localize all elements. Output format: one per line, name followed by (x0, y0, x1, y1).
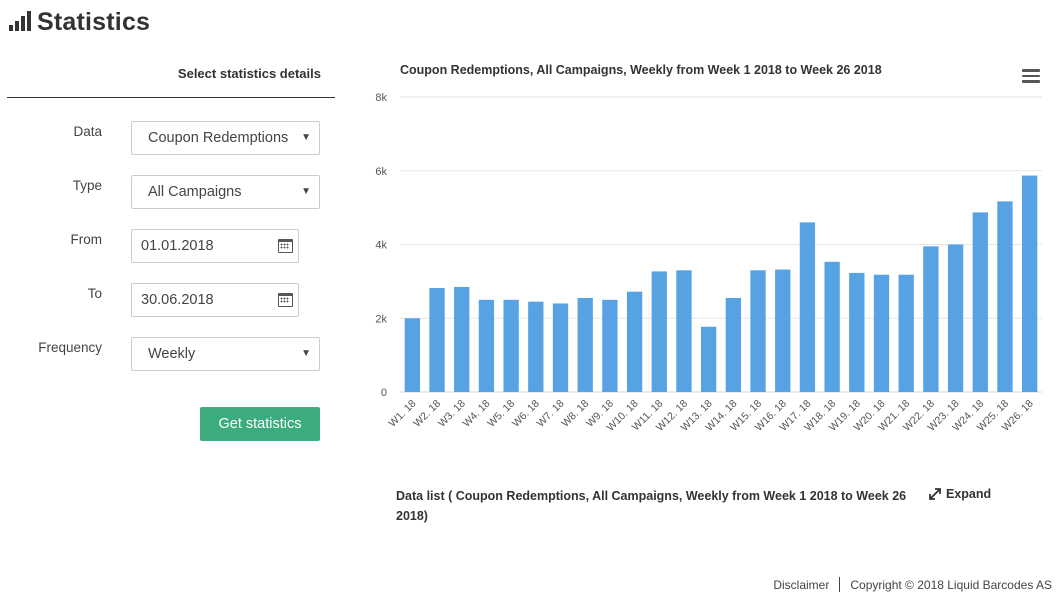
hamburger-menu-icon[interactable] (1022, 69, 1040, 83)
chart-bar (775, 269, 791, 392)
chevron-down-icon: ▼ (301, 348, 311, 359)
chart-bar (454, 286, 470, 392)
chart-title: Coupon Redemptions, All Campaigns, Weekl… (400, 63, 882, 77)
from-label: From (70, 232, 103, 247)
expand-button[interactable]: Expand (928, 487, 991, 501)
chart-bar (947, 244, 964, 392)
y-tick-label: 0 (381, 387, 387, 399)
footer: Disclaimer Copyright © 2018 Liquid Barco… (773, 577, 1052, 592)
chart-bar (404, 318, 421, 392)
chart-bar (626, 291, 643, 392)
calendar-icon[interactable] (278, 239, 293, 253)
chart-bar (676, 270, 692, 392)
data-select[interactable]: Coupon Redemptions ▼ (131, 121, 320, 155)
calendar-icon[interactable] (278, 293, 293, 307)
chart-bar (700, 326, 717, 392)
chart-bar (577, 297, 593, 392)
footer-divider (839, 577, 841, 592)
page-title: Statistics (37, 7, 151, 36)
chart-bar (528, 301, 544, 392)
y-tick-label: 6k (375, 166, 387, 178)
to-label: To (87, 286, 102, 301)
type-select-value: All Campaigns (148, 184, 242, 200)
chart-bar (873, 274, 890, 392)
y-tick-label: 8k (375, 92, 387, 104)
type-select[interactable]: All Campaigns ▼ (131, 175, 320, 209)
chart-bar (725, 297, 742, 392)
chart-bar (1021, 175, 1038, 392)
from-date-input[interactable]: 01.01.2018 (131, 229, 299, 263)
chart-bar (898, 274, 914, 392)
chart-bar (429, 288, 445, 392)
chevron-down-icon: ▼ (301, 186, 311, 197)
chart-bar (602, 299, 618, 392)
to-date-value: 30.06.2018 (141, 292, 214, 308)
chart-bar (849, 272, 865, 392)
chevron-down-icon: ▼ (301, 132, 311, 143)
chart-bar (478, 299, 495, 392)
chart-bar (750, 270, 766, 392)
chart-bar (552, 303, 569, 392)
frequency-select[interactable]: Weekly ▼ (131, 337, 320, 371)
chart-bar (503, 299, 519, 392)
datalist-title: Data list ( Coupon Redemptions, All Camp… (396, 489, 907, 523)
copyright-text: Copyright © 2018 Liquid Barcodes AS (850, 577, 1052, 592)
frequency-select-value: Weekly (148, 346, 196, 362)
chart-bar (923, 246, 939, 392)
y-tick-label: 2k (375, 313, 387, 325)
disclaimer-link[interactable]: Disclaimer (773, 577, 830, 592)
expand-label: Expand (946, 487, 992, 501)
bar-chart-icon (9, 11, 31, 33)
expand-icon (929, 488, 941, 500)
from-date-value: 01.01.2018 (141, 238, 214, 254)
chart-bar (799, 222, 816, 392)
to-date-input[interactable]: 30.06.2018 (131, 283, 299, 317)
data-select-value: Coupon Redemptions (148, 130, 289, 146)
chart-bar (824, 261, 840, 392)
chart-bar (972, 212, 988, 392)
panel-heading: Select statistics details (177, 66, 321, 81)
panel-divider (7, 97, 335, 98)
frequency-label: Frequency (38, 340, 102, 355)
chart-bar (651, 271, 667, 392)
get-statistics-button[interactable]: Get statistics (200, 407, 320, 441)
data-label: Data (73, 124, 102, 139)
y-tick-label: 4k (375, 240, 387, 252)
chart-bar (997, 201, 1013, 392)
page-header: Statistics (9, 6, 150, 38)
type-label: Type (72, 178, 102, 193)
